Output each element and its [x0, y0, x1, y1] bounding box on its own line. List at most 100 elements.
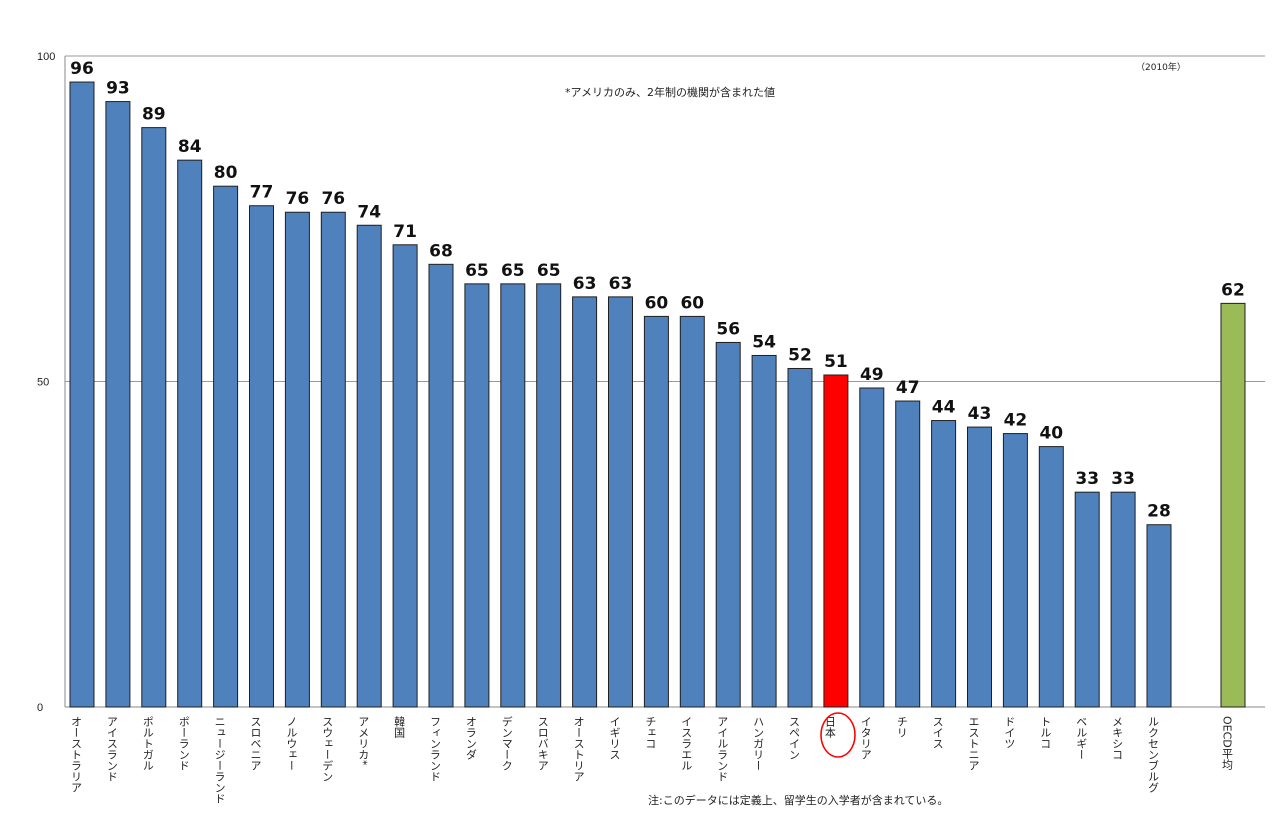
category-label: アイスランド	[105, 716, 118, 782]
data-label: 60	[645, 293, 669, 313]
category-label: スロバキア	[536, 716, 549, 771]
y-tick-label: 50	[37, 377, 49, 389]
data-label: 52	[788, 345, 812, 365]
bar	[536, 283, 562, 708]
data-label: 65	[501, 261, 525, 281]
value-labels: 96 93 89 84 80 77 76 76 74 71 68 65 65 65 63 63 60 60 56 54…	[70, 59, 1245, 522]
data-label: 74	[357, 202, 381, 222]
category-label: 日本	[823, 716, 836, 739]
bar	[751, 354, 777, 708]
bar	[69, 81, 95, 708]
category-label: オーストラリア	[70, 716, 83, 793]
category-label: チリ	[895, 716, 908, 738]
y-tick-label: 0	[37, 702, 43, 714]
category-label: ポーランド	[177, 716, 190, 771]
data-label: 54	[752, 332, 776, 352]
bar	[967, 426, 992, 708]
data-label: 47	[896, 378, 920, 398]
category-label: イスラエル	[680, 716, 693, 771]
category-label: ハンガリー	[752, 716, 765, 771]
bar	[249, 205, 274, 708]
bar	[823, 374, 849, 708]
category-label: ルクセンブルグ	[1147, 716, 1160, 793]
category-label: ベルギー	[1075, 716, 1088, 760]
bar	[1220, 302, 1246, 708]
bar	[356, 224, 382, 708]
data-label: 65	[537, 261, 561, 281]
note-top: *アメリカのみ、2年制の機関が含まれた値	[565, 85, 775, 99]
category-label: トルコ	[1039, 716, 1052, 749]
bar	[320, 211, 346, 708]
bars	[69, 81, 1246, 708]
data-label: 93	[106, 79, 130, 99]
data-label: 60	[680, 293, 704, 313]
data-label: 62	[1221, 280, 1245, 300]
data-label: 89	[142, 105, 166, 125]
data-label: 44	[932, 398, 956, 418]
bar	[787, 367, 813, 708]
bar	[1002, 433, 1028, 708]
data-label: 96	[70, 59, 94, 79]
data-label: 56	[716, 319, 740, 339]
category-label: イギリス	[608, 716, 621, 760]
category-label: アメリカ*	[357, 716, 370, 766]
category-label: エストニア	[967, 716, 980, 771]
y-tick-label: 100	[37, 51, 55, 63]
category-label: スロベニア	[249, 716, 262, 771]
category-label: ノルウェー	[285, 716, 298, 771]
y-ticks: 0 50 100	[37, 51, 55, 714]
category-label: オランダ	[464, 716, 477, 760]
data-label: 65	[465, 261, 489, 281]
category-label: デンマーク	[500, 715, 513, 771]
data-label: 76	[286, 189, 310, 209]
category-label: チェコ	[644, 716, 657, 749]
category-label: イタリア	[859, 716, 872, 760]
bar	[895, 400, 921, 708]
bar	[643, 315, 669, 708]
bar	[859, 387, 885, 708]
category-label: ニュージーランド	[213, 716, 226, 804]
data-label: 33	[1111, 469, 1135, 489]
category-label: メキシコ	[1111, 716, 1124, 760]
japan-highlight-circle	[820, 712, 856, 758]
data-label: 63	[609, 274, 633, 294]
bar	[1110, 491, 1136, 708]
data-label: 28	[1147, 502, 1171, 522]
category-label: ドイツ	[1003, 716, 1016, 749]
year-label: （2010年）	[1136, 61, 1186, 73]
data-label: 40	[1039, 424, 1063, 444]
data-label: 68	[429, 241, 453, 261]
bar	[679, 315, 705, 708]
note-bottom: 注:このデータには定義上、留学生の入学者が含まれている。	[648, 793, 948, 807]
bar	[177, 159, 203, 708]
bar	[284, 211, 310, 708]
category-label: フィンランド	[429, 716, 442, 782]
data-label: 51	[824, 352, 848, 372]
category-label: オーストリア	[572, 716, 585, 782]
bar	[428, 263, 454, 708]
data-label: 84	[178, 137, 202, 157]
bar	[1038, 446, 1064, 708]
bar	[464, 283, 490, 708]
bar	[105, 101, 131, 708]
data-label: 71	[393, 222, 417, 242]
bar	[1146, 524, 1172, 708]
data-label: 80	[214, 163, 238, 183]
category-label: スイス	[931, 716, 944, 749]
bar	[500, 283, 526, 708]
data-label: 77	[250, 183, 274, 203]
category-labels: オーストラリア アイスランド ポルトガル ポーランド ニュージーランド スロベニア ノルウェ…	[70, 715, 1234, 804]
category-label: ポルトガル	[141, 716, 154, 771]
category-label: アイルランド	[716, 716, 729, 782]
data-label: 76	[321, 189, 345, 209]
data-label: 33	[1075, 469, 1099, 489]
bar	[1074, 491, 1100, 708]
data-label: 43	[968, 404, 992, 424]
bar	[572, 296, 598, 708]
bar	[141, 127, 167, 708]
bar	[213, 185, 239, 708]
data-label: 49	[860, 365, 884, 385]
category-label: スペイン	[788, 716, 801, 760]
bar	[931, 420, 957, 708]
